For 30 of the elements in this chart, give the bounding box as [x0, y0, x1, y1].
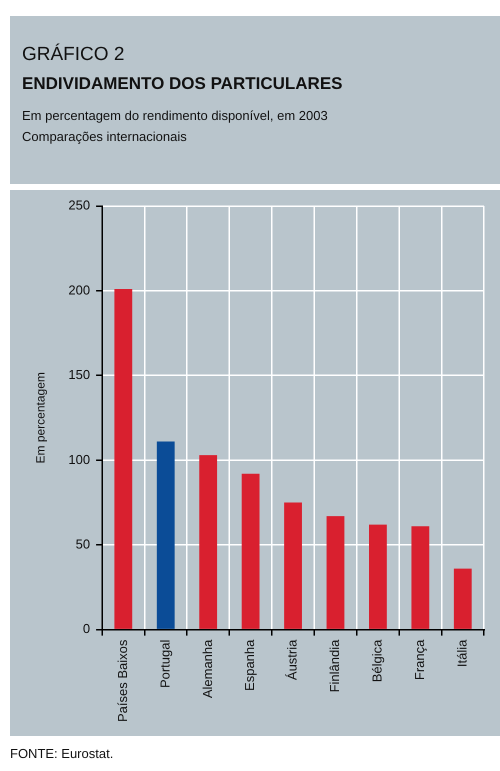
bar [284, 502, 302, 629]
x-tick-label: Alemanha [200, 638, 215, 698]
y-axis-title: Em percentagem [34, 372, 48, 464]
bar [199, 455, 218, 629]
x-tick-label: Países Baixos [114, 639, 130, 722]
x-tick-label: Áustria [284, 638, 300, 680]
x-tick-label: Portugal [157, 640, 172, 688]
y-tick-label: 100 [68, 452, 90, 467]
x-tick-label: Finlândia [327, 638, 342, 692]
y-tick-label: 50 [76, 536, 90, 552]
bar [369, 524, 387, 629]
bar [156, 442, 175, 629]
bar [454, 568, 472, 629]
x-tick-label: França [412, 638, 427, 680]
x-tick-label: Bélgica [369, 638, 384, 682]
text: Em percentagem do rendimento disponível, em 2003 [22, 108, 329, 123]
x-tick-label: Itália [454, 638, 470, 668]
chart-title: GRÁFICO 2 [22, 44, 126, 66]
y-tick-label: 150 [68, 367, 90, 382]
chart-subtitle: ENDIVIDAMENTO DOS PARTICULARES [22, 74, 344, 94]
x-tick-label: Espanha [242, 638, 258, 691]
source-note: FONTE: Eurostat. [10, 746, 114, 761]
bar [242, 474, 260, 629]
bar [411, 526, 430, 629]
text: Comparações internacionais [22, 129, 188, 144]
y-tick-label: 0 [82, 621, 90, 636]
y-tick-label: 200 [68, 282, 90, 298]
bar [326, 516, 344, 629]
bar [114, 289, 132, 629]
y-tick-label: 250 [68, 198, 90, 213]
